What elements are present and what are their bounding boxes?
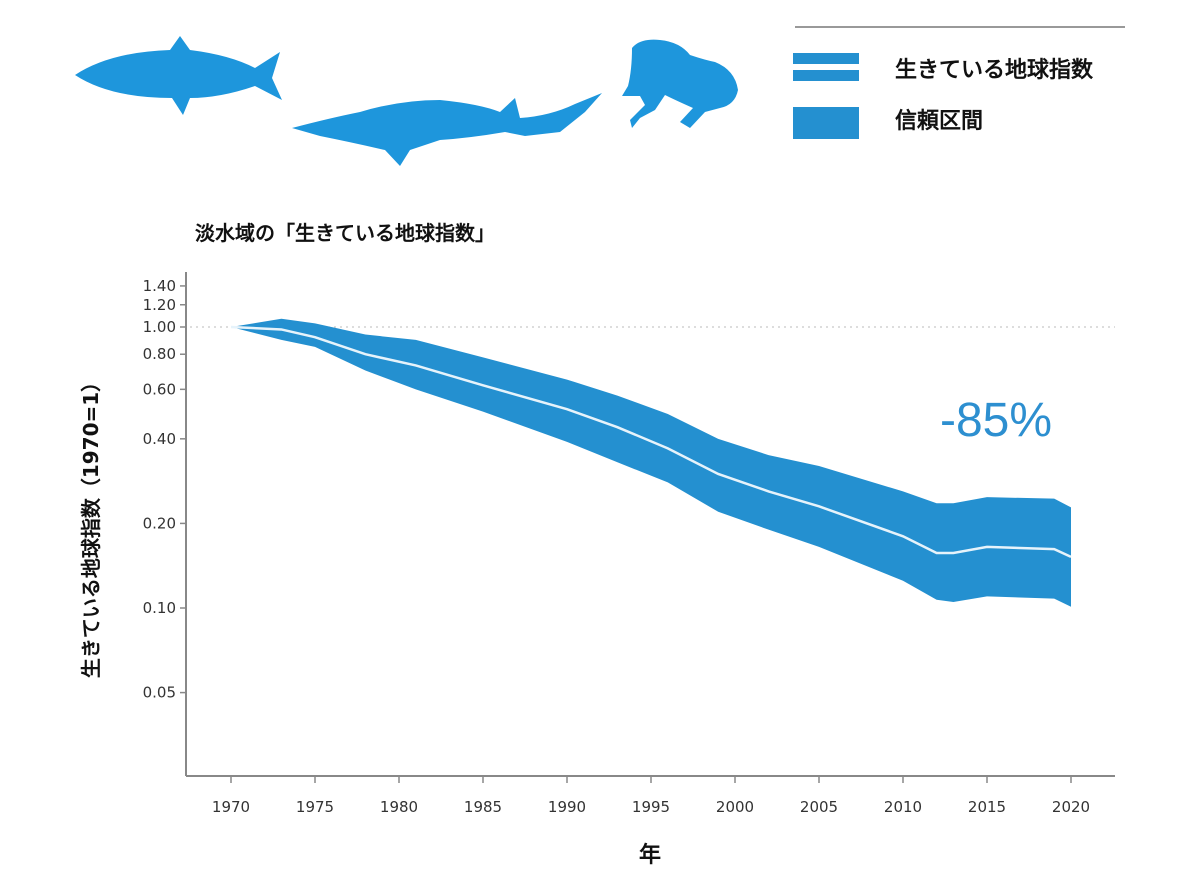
chart-title: 淡水域の「生きている地球指数」 — [195, 221, 495, 245]
x-tick-label: 2010 — [884, 798, 922, 816]
y-tick-label: 1.00 — [143, 318, 176, 336]
y-tick-label: 0.10 — [143, 599, 176, 617]
y-tick-label: 1.20 — [143, 296, 176, 314]
x-tick-label: 1985 — [464, 798, 502, 816]
y-tick-label: 1.40 — [143, 277, 176, 295]
salmon-icon — [75, 36, 282, 115]
y-tick-label: 0.20 — [143, 514, 176, 532]
x-tick-label: 2005 — [800, 798, 838, 816]
x-tick-label: 2020 — [1052, 798, 1090, 816]
y-tick-label: 0.80 — [143, 345, 176, 363]
legend-swatch-index-top — [793, 53, 859, 64]
x-tick-label: 2015 — [968, 798, 1006, 816]
y-tick-label: 0.05 — [143, 684, 176, 702]
y-tick-label: 0.60 — [143, 380, 176, 398]
legend-label-index: 生きている地球指数 — [895, 57, 1094, 83]
legend-swatch-ci — [793, 107, 859, 139]
x-tick-label: 1995 — [632, 798, 670, 816]
legend: 生きている地球指数 信頼区間 — [793, 26, 1125, 139]
x-tick-label: 1970 — [212, 798, 250, 816]
confidence-band — [231, 318, 1071, 607]
y-tick-label: 0.40 — [143, 430, 176, 448]
x-tick-label: 1975 — [296, 798, 334, 816]
x-axis-label: 年 — [639, 842, 661, 868]
x-tick-label: 1990 — [548, 798, 586, 816]
sturgeon-icon — [292, 93, 602, 166]
x-tick-label: 1980 — [380, 798, 418, 816]
annotation-percent-change: -85% — [940, 394, 1052, 447]
legend-label-ci: 信頼区間 — [895, 108, 983, 134]
legend-swatch-index-bottom — [793, 70, 859, 81]
x-tick-label: 2000 — [716, 798, 754, 816]
frog-icon — [622, 39, 738, 128]
y-axis-label: 生きている地球指数（1970=1） — [79, 372, 103, 678]
index-line — [230, 325, 1072, 559]
animal-silhouettes — [75, 36, 738, 166]
